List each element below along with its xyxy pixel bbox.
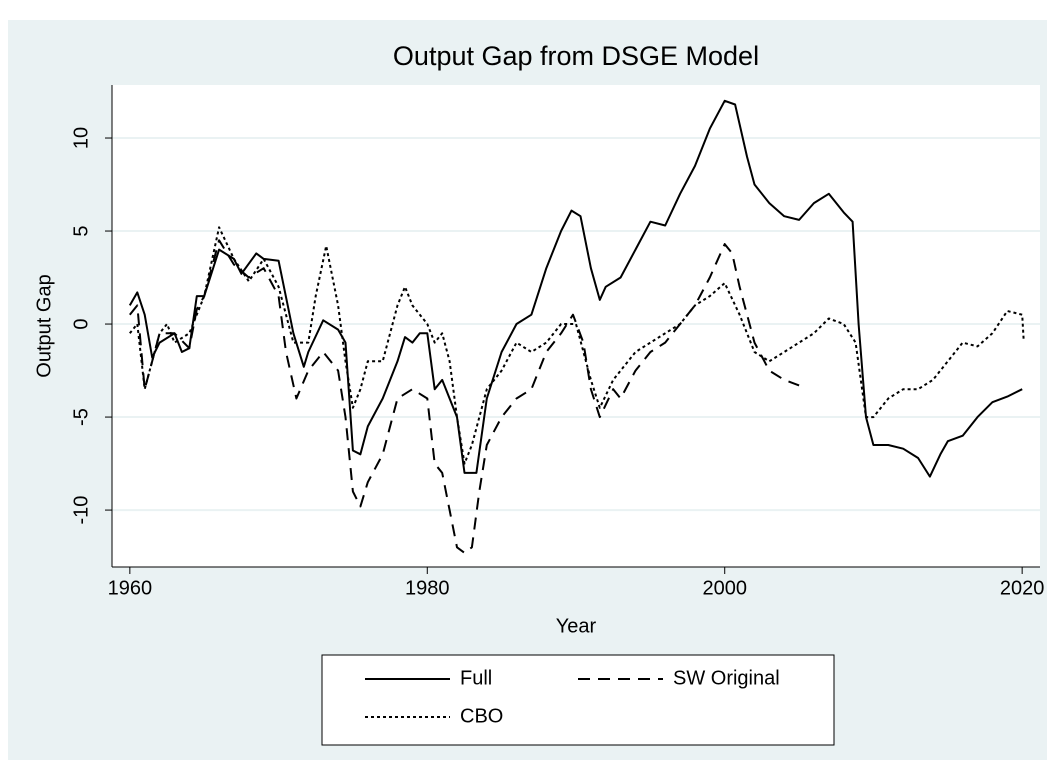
chart-title: Output Gap from DSGE Model bbox=[393, 41, 759, 71]
y-tick-label: 0 bbox=[70, 318, 92, 329]
legend-label: SW Original bbox=[673, 667, 780, 689]
legend-label: CBO bbox=[460, 705, 503, 727]
legend-label: Full bbox=[460, 667, 492, 689]
y-axis-title: Output Gap bbox=[33, 274, 55, 377]
y-tick-label: -10 bbox=[70, 496, 92, 525]
x-tick-label: 1960 bbox=[108, 577, 153, 599]
y-tick-label: 10 bbox=[70, 127, 92, 149]
series-line bbox=[129, 239, 800, 554]
y-tick-label: 5 bbox=[70, 225, 92, 236]
x-axis-title: Year bbox=[556, 615, 597, 637]
x-tick-label: 1980 bbox=[405, 577, 450, 599]
x-tick-label: 2000 bbox=[702, 577, 747, 599]
y-tick-label: -5 bbox=[70, 408, 92, 426]
lines bbox=[128, 99, 1025, 554]
series-line bbox=[128, 99, 1023, 478]
legend-box bbox=[321, 654, 835, 746]
x-tick-label: 2020 bbox=[1000, 577, 1045, 599]
grid bbox=[112, 137, 1040, 512]
series-line bbox=[129, 226, 1025, 465]
